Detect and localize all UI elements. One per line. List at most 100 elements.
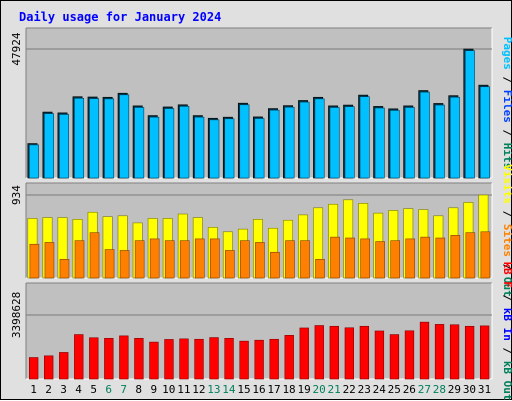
legend-middle-item-0: Visits <box>501 164 512 204</box>
bar-bottom-kbf-day-14 <box>224 338 234 380</box>
bar-top-files-day-13 <box>209 119 220 179</box>
bar-bottom-kbf-day-22 <box>344 327 355 380</box>
day-label-25: 25 <box>388 383 401 396</box>
bar-bottom-kbf-day-5 <box>89 337 99 380</box>
bar-top-files-day-8 <box>134 107 145 179</box>
bar-top-files-day-31 <box>479 86 490 179</box>
bar-middle-sites-day-25 <box>390 240 401 279</box>
bar-top-files-day-17 <box>269 109 280 179</box>
panel-middle-scale-label: 934 <box>10 185 23 205</box>
bar-bottom-kbf-day-24 <box>374 330 385 380</box>
bar-middle-sites-day-19 <box>300 240 310 279</box>
bar-middle-sites-day-12 <box>194 238 205 279</box>
legend-middle-item-3: / <box>501 257 512 271</box>
bar-bottom-kbf-day-16 <box>254 339 264 380</box>
day-label-22: 22 <box>343 383 356 396</box>
bar-middle-sites-day-29 <box>450 235 461 279</box>
bar-top-files-day-18 <box>284 106 295 179</box>
bar-middle-sites-day-6 <box>104 249 115 279</box>
bar-middle-sites-day-2 <box>44 242 55 279</box>
bar-middle-sites-day-28 <box>435 237 446 279</box>
bar-middle-sites-day-26 <box>405 238 416 279</box>
legend-bottom-item-3: kB <box>501 301 512 321</box>
bar-top-files-day-26 <box>404 107 415 179</box>
bar-bottom-kbf-day-20 <box>314 325 324 380</box>
bar-middle-sites-day-20 <box>315 259 325 279</box>
bar-top-files-day-14 <box>224 118 235 179</box>
day-label-26: 26 <box>403 383 416 396</box>
legend-bottom-item-6: kB <box>501 354 512 374</box>
day-label-23: 23 <box>358 383 371 396</box>
legend-top-item-0: Pages <box>501 37 512 70</box>
bar-bottom-kbf-day-25 <box>389 334 400 380</box>
bar-bottom-kbf-day-13 <box>209 337 219 380</box>
bar-top-files-day-21 <box>329 107 340 179</box>
day-label-29: 29 <box>448 383 461 396</box>
bar-bottom-kbf-day-3 <box>59 352 69 380</box>
day-label-2: 2 <box>45 383 52 396</box>
bar-middle-sites-day-16 <box>255 242 265 279</box>
bar-bottom-kbf-day-11 <box>179 338 189 380</box>
bar-bottom-kbf-day-28 <box>434 324 445 380</box>
legend-bottom-item-7: Out <box>501 374 512 401</box>
bar-middle-sites-day-4 <box>74 240 85 279</box>
day-label-14: 14 <box>222 383 236 396</box>
bar-top-files-day-29 <box>449 96 460 179</box>
bar-middle-sites-day-23 <box>360 238 370 279</box>
legend-middle-item-4: Out <box>501 270 512 297</box>
bar-top-files-day-12 <box>194 116 205 179</box>
bar-bottom-kbf-day-15 <box>239 340 249 380</box>
legend-bottom-item-1: F <box>501 275 512 288</box>
bar-top-files-day-15 <box>239 104 250 179</box>
day-label-17: 17 <box>267 383 280 396</box>
day-label-13: 13 <box>207 383 220 396</box>
bar-top-files-day-27 <box>419 91 430 179</box>
bar-middle-sites-day-31 <box>480 231 491 279</box>
day-label-9: 9 <box>150 383 157 396</box>
legend-middle-item-1: / <box>501 204 512 218</box>
bar-bottom-kbf-day-2 <box>44 355 54 380</box>
day-label-18: 18 <box>282 383 295 396</box>
bar-middle-sites-day-5 <box>89 232 100 279</box>
bar-top-files-day-22 <box>344 106 355 179</box>
day-label-31: 31 <box>478 383 491 396</box>
day-label-3: 3 <box>60 383 67 396</box>
day-label-10: 10 <box>162 383 175 396</box>
legend-top-item-2: Files <box>501 83 512 123</box>
day-label-11: 11 <box>177 383 190 396</box>
bar-top-files-day-9 <box>149 116 160 179</box>
bar-middle-sites-day-8 <box>134 240 145 279</box>
bar-top-files-day-3 <box>59 114 69 179</box>
day-label-16: 16 <box>252 383 265 396</box>
legend-bottom-item-4: In <box>501 321 512 341</box>
day-label-1: 1 <box>30 383 37 396</box>
bar-middle-sites-day-30 <box>465 232 476 279</box>
day-label-15: 15 <box>237 383 250 396</box>
day-label-8: 8 <box>135 383 142 396</box>
day-label-28: 28 <box>433 383 446 396</box>
chart-title: Daily usage for January 2024 <box>19 10 221 24</box>
bar-top-files-day-6 <box>104 98 115 179</box>
day-label-30: 30 <box>463 383 476 396</box>
bar-middle-sites-day-22 <box>345 237 355 279</box>
bar-middle-sites-day-3 <box>59 259 70 279</box>
bar-middle-sites-day-1 <box>29 243 40 279</box>
bar-bottom-kbf-day-26 <box>404 330 415 380</box>
panel-middle-legend: Visits / Sites / Out <box>501 164 512 297</box>
bar-bottom-kbf-day-27 <box>419 321 430 380</box>
bar-middle-sites-day-27 <box>420 236 431 279</box>
bar-middle-sites-day-24 <box>375 241 385 279</box>
day-label-20: 20 <box>313 383 326 396</box>
panel-top-scale-label: 47924 <box>10 32 23 65</box>
bar-bottom-kbf-day-4 <box>74 334 84 380</box>
bar-middle-sites-day-13 <box>209 238 220 279</box>
bar-top-files-day-28 <box>434 104 445 179</box>
panel-top-legend: Pages / Files / Hits <box>501 37 512 170</box>
bar-top-files-day-4 <box>74 98 85 179</box>
day-label-24: 24 <box>373 383 387 396</box>
panel-bottom-legend: kB F / kB In / kB Out <box>501 261 512 400</box>
bar-bottom-kbf-day-21 <box>329 325 339 380</box>
bar-top-files-day-5 <box>89 98 100 179</box>
